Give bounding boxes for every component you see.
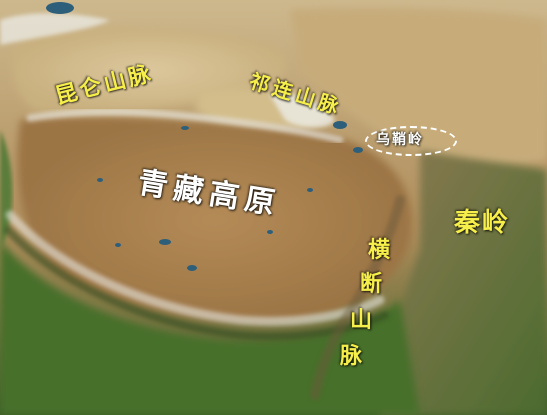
wushaoling-highlight-ring — [365, 126, 457, 156]
lake — [267, 230, 273, 234]
label-hengduan-char: 山 — [350, 308, 373, 333]
lake — [333, 121, 347, 129]
label-hengduan-mountains: 横 断 山 脉 — [340, 238, 396, 380]
kunlun-snow — [26, 108, 344, 144]
label-hengduan-char: 横 — [368, 238, 391, 263]
lake — [97, 178, 103, 182]
hengduan-ridge — [310, 195, 405, 400]
tibetan-plateau — [17, 116, 412, 323]
eastern-lowland — [380, 150, 547, 415]
lakes — [46, 2, 363, 271]
label-hengduan-char: 断 — [360, 272, 383, 297]
lake — [353, 147, 363, 153]
lake — [159, 239, 171, 245]
lake — [187, 265, 197, 271]
lake — [181, 126, 189, 130]
label-qinling: 秦岭 — [454, 208, 511, 238]
lake — [307, 188, 313, 192]
label-hengduan-char: 脉 — [340, 344, 363, 369]
qilian-snow — [270, 93, 335, 128]
southern-forest — [0, 240, 420, 415]
lake — [46, 2, 74, 14]
lake — [115, 243, 121, 247]
northeast-desert — [290, 8, 547, 166]
label-wushaoling: 乌鞘岭 — [376, 132, 424, 148]
himalaya-snow — [5, 210, 385, 326]
northwest-snow — [0, 13, 110, 45]
